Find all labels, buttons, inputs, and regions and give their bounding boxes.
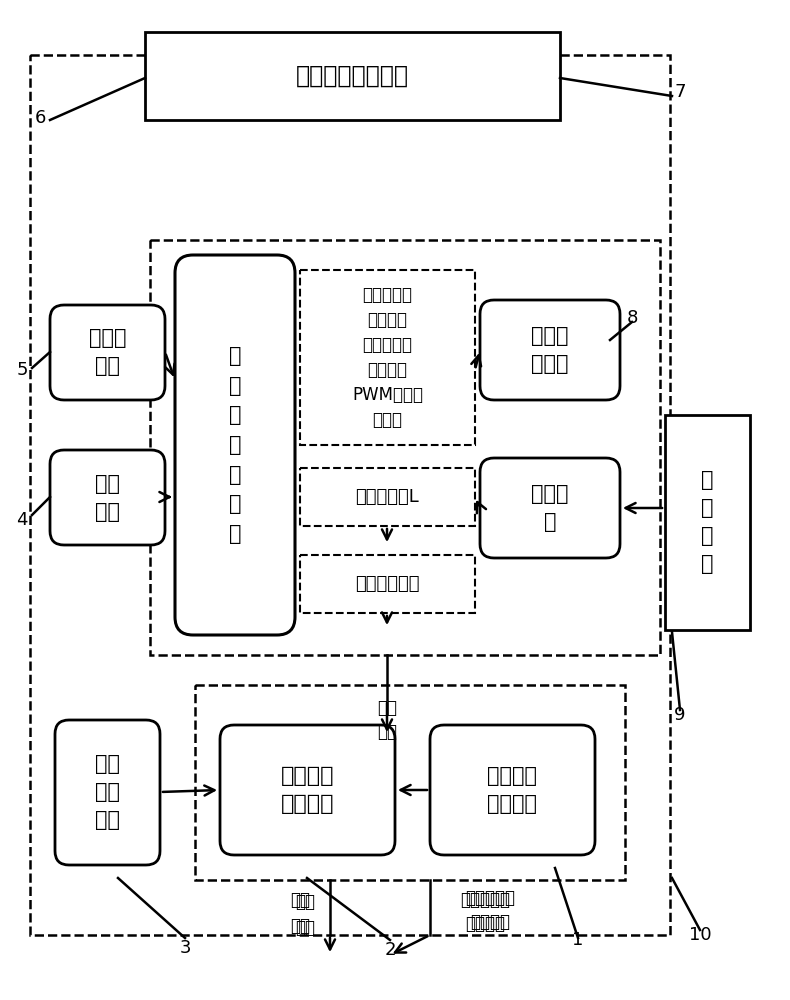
Text: 回波信息和
靶标距离: 回波信息和 靶标距离 bbox=[465, 888, 515, 932]
FancyBboxPatch shape bbox=[480, 300, 620, 400]
Text: 根据叶面积
指数、温
度、速度信
息得出的
PWM电磁阀
占空比: 根据叶面积 指数、温 度、速度信 息得出的 PWM电磁阀 占空比 bbox=[352, 286, 423, 429]
Text: 信息
输出: 信息 输出 bbox=[377, 698, 397, 742]
Text: 3: 3 bbox=[179, 939, 190, 957]
FancyBboxPatch shape bbox=[430, 725, 595, 855]
Text: 7: 7 bbox=[674, 83, 686, 101]
Text: 6: 6 bbox=[34, 109, 46, 127]
Text: 控
制
开
关: 控 制 开 关 bbox=[702, 471, 713, 574]
Text: 速度传
感器: 速度传 感器 bbox=[88, 328, 126, 376]
Bar bbox=[150, 240, 660, 655]
Bar bbox=[300, 468, 475, 526]
Text: 5: 5 bbox=[17, 361, 28, 379]
Text: 超声波传
感器模组: 超声波传 感器模组 bbox=[487, 766, 537, 814]
FancyBboxPatch shape bbox=[220, 725, 395, 855]
FancyBboxPatch shape bbox=[175, 255, 295, 635]
Text: 中
央
处
理
器
模
块: 中 央 处 理 器 模 块 bbox=[229, 346, 241, 544]
FancyBboxPatch shape bbox=[50, 305, 165, 400]
Text: 叶面积指数L: 叶面积指数L bbox=[356, 488, 419, 506]
Text: 数据
采集: 数据 采集 bbox=[295, 894, 315, 936]
FancyBboxPatch shape bbox=[50, 450, 165, 545]
Text: 数据
采集: 数据 采集 bbox=[290, 892, 310, 934]
Text: 2: 2 bbox=[384, 941, 396, 959]
Text: 变量喷雾控制模块: 变量喷雾控制模块 bbox=[296, 64, 409, 88]
Text: 能量值、距离: 能量值、距离 bbox=[356, 575, 419, 593]
FancyBboxPatch shape bbox=[480, 458, 620, 558]
Text: 回波信息和
靶标距离: 回波信息和 靶标距离 bbox=[460, 890, 510, 934]
Text: 外部
电源
模块: 外部 电源 模块 bbox=[95, 754, 120, 830]
Bar bbox=[300, 270, 475, 445]
Text: 1: 1 bbox=[572, 931, 584, 949]
Text: 8: 8 bbox=[626, 309, 638, 327]
Text: 4: 4 bbox=[17, 511, 28, 529]
Text: 定位模
块: 定位模 块 bbox=[531, 484, 569, 532]
Bar bbox=[145, 32, 560, 120]
Text: 10: 10 bbox=[689, 926, 711, 944]
Text: 电源
模块: 电源 模块 bbox=[95, 474, 120, 522]
Bar bbox=[300, 555, 475, 613]
FancyBboxPatch shape bbox=[55, 720, 160, 865]
Bar bbox=[195, 685, 625, 880]
Bar bbox=[30, 55, 670, 935]
Text: 无线数据
传输模块: 无线数据 传输模块 bbox=[280, 766, 334, 814]
Text: 轨迹显
示模块: 轨迹显 示模块 bbox=[531, 326, 569, 374]
Text: 9: 9 bbox=[674, 706, 686, 724]
Bar bbox=[665, 415, 750, 630]
